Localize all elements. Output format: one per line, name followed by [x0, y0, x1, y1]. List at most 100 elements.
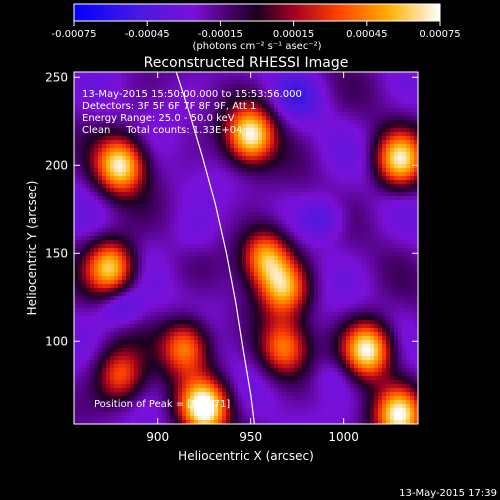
- heatmap-cell: [278, 304, 283, 309]
- heatmap-cell: [266, 372, 271, 377]
- heatmap-cell: [222, 412, 227, 417]
- heatmap-cell: [286, 312, 291, 317]
- heatmap-cell: [166, 292, 171, 297]
- heatmap-cell: [126, 200, 131, 205]
- heatmap-cell: [126, 352, 131, 357]
- heatmap-cell: [262, 204, 267, 209]
- heatmap-cell: [110, 128, 115, 133]
- heatmap-cell: [126, 376, 131, 381]
- heatmap-cell: [186, 140, 191, 145]
- heatmap-cell: [254, 316, 259, 321]
- heatmap-cell: [206, 348, 211, 353]
- heatmap-cell: [94, 264, 99, 269]
- heatmap-cell: [234, 352, 239, 357]
- heatmap-cell: [234, 128, 239, 133]
- heatmap-cell: [82, 196, 87, 201]
- heatmap-cell: [98, 72, 103, 77]
- heatmap-cell: [178, 332, 183, 337]
- heatmap-cell: [154, 164, 159, 169]
- heatmap-cell: [134, 304, 139, 309]
- heatmap-cell: [290, 420, 295, 424]
- heatmap-cell: [278, 388, 283, 393]
- heatmap-cell: [126, 260, 131, 265]
- heatmap-cell: [174, 320, 179, 325]
- heatmap-cell: [202, 280, 207, 285]
- heatmap-cell: [214, 112, 219, 117]
- heatmap-cell: [282, 276, 287, 281]
- heatmap-cell: [122, 376, 127, 381]
- heatmap-cell: [218, 388, 223, 393]
- heatmap-cell: [266, 216, 271, 221]
- heatmap-cell: [182, 392, 187, 397]
- heatmap-cell: [82, 404, 87, 409]
- heatmap-cell: [154, 184, 159, 189]
- heatmap-cell: [74, 152, 79, 157]
- heatmap-cell: [114, 292, 119, 297]
- heatmap-cell: [238, 280, 243, 285]
- heatmap-cell: [86, 324, 91, 329]
- heatmap-cell: [178, 336, 183, 341]
- heatmap-cell: [178, 348, 183, 353]
- heatmap-cell: [226, 92, 231, 97]
- heatmap-cell: [218, 336, 223, 341]
- heatmap-cell: [250, 380, 255, 385]
- heatmap-cell: [82, 192, 87, 197]
- heatmap-cell: [266, 284, 271, 289]
- heatmap-cell: [122, 328, 127, 333]
- heatmap-cell: [238, 120, 243, 125]
- heatmap-cell: [246, 356, 251, 361]
- heatmap-cell: [122, 228, 127, 233]
- heatmap-cell: [130, 400, 135, 405]
- heatmap-cell: [250, 316, 255, 321]
- heatmap-cell: [210, 344, 215, 349]
- heatmap-cell: [146, 176, 151, 181]
- heatmap-cell: [202, 200, 207, 205]
- heatmap-cell: [110, 260, 115, 265]
- heatmap-cell: [170, 304, 175, 309]
- heatmap-cell: [170, 88, 175, 93]
- heatmap-cell: [218, 92, 223, 97]
- heatmap-cell: [102, 104, 107, 109]
- heatmap-cell: [226, 132, 231, 137]
- heatmap-cell: [246, 296, 251, 301]
- heatmap-cell: [246, 324, 251, 329]
- heatmap-cell: [250, 352, 255, 357]
- heatmap-cell: [158, 324, 163, 329]
- heatmap-cell: [202, 356, 207, 361]
- heatmap-cell: [198, 200, 203, 205]
- heatmap-cell: [130, 104, 135, 109]
- heatmap-cell: [298, 196, 303, 201]
- heatmap-cell: [114, 124, 119, 129]
- heatmap-cell: [170, 340, 175, 345]
- heatmap-cell: [178, 160, 183, 165]
- heatmap-cell: [170, 188, 175, 193]
- heatmap-cell: [102, 216, 107, 221]
- heatmap-cell: [206, 144, 211, 149]
- heatmap-cell: [190, 224, 195, 229]
- heatmap-cell: [210, 176, 215, 181]
- heatmap-cell: [214, 324, 219, 329]
- heatmap-cell: [262, 140, 267, 145]
- heatmap-cell: [194, 180, 199, 185]
- heatmap-cell: [130, 240, 135, 245]
- heatmap-cell: [226, 172, 231, 177]
- heatmap-cell: [254, 396, 259, 401]
- heatmap-cell: [294, 184, 299, 189]
- heatmap-cell: [86, 72, 91, 77]
- heatmap-cell: [134, 328, 139, 333]
- heatmap-cell: [98, 124, 103, 129]
- heatmap-cell: [174, 256, 179, 261]
- heatmap-cell: [134, 412, 139, 417]
- heatmap-cell: [170, 396, 175, 401]
- heatmap-cell: [214, 212, 219, 217]
- heatmap-cell: [114, 80, 119, 85]
- heatmap-cell: [210, 200, 215, 205]
- heatmap-cell: [286, 284, 291, 289]
- heatmap-cell: [246, 212, 251, 217]
- heatmap-cell: [238, 352, 243, 357]
- heatmap-cell: [134, 228, 139, 233]
- heatmap-cell: [238, 364, 243, 369]
- heatmap-cell: [122, 308, 127, 313]
- heatmap-cell: [214, 96, 219, 101]
- heatmap-cell: [182, 224, 187, 229]
